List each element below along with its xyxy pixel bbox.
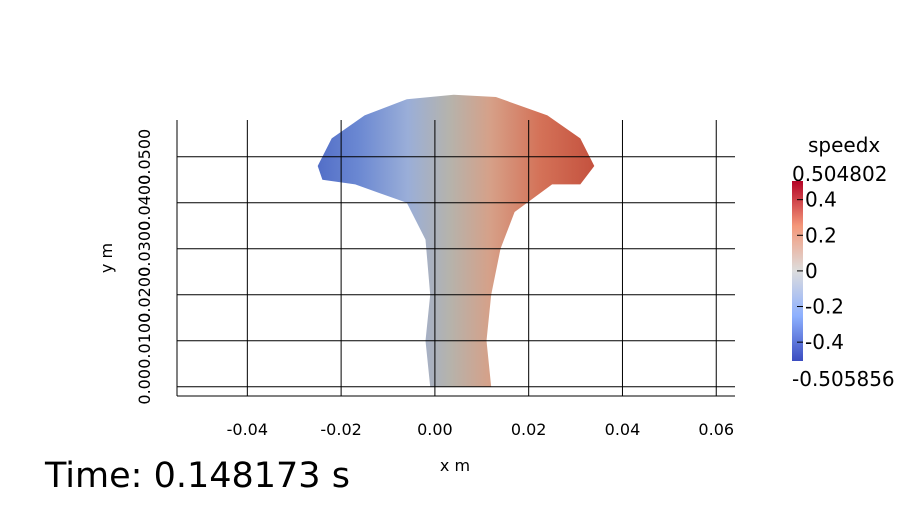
y-tick-label: 0.0200 — [135, 267, 154, 323]
y-tick-label: 0.0100 — [135, 313, 154, 369]
colorbar-title: speedx — [808, 133, 880, 157]
colorbar-tick-label: 0.4 — [805, 188, 837, 212]
y-tick-label: 0.0500 — [135, 129, 154, 185]
colorbar-tick-label: -0.4 — [805, 330, 844, 354]
colorbar-tick-label: 0.2 — [805, 223, 837, 247]
colorbar-tick-label: 0 — [805, 259, 818, 283]
y-tick-label: 0.0300 — [135, 221, 154, 277]
speedx-field-shape — [317, 94, 595, 387]
y-tick-label: 0.00 — [135, 369, 154, 405]
y-tick-label: 0.0400 — [135, 175, 154, 231]
x-tick-label: 0.04 — [605, 420, 641, 439]
time-annotation: Time: 0.148173 s — [45, 456, 350, 496]
y-axis-label: y m — [97, 243, 116, 273]
x-tick-label: 0.00 — [417, 420, 453, 439]
colorbar: speedx 0.504802 0.4 0.2 0 -0.2 -0.4 -0.50585… — [792, 133, 895, 391]
colorbar-tick-label: -0.2 — [805, 295, 844, 319]
x-axis-label: x m — [440, 456, 470, 475]
colorbar-max-label: 0.504802 — [792, 162, 887, 186]
x-tick-label: 0.02 — [511, 420, 547, 439]
x-tick-label: -0.04 — [227, 420, 268, 439]
colorbar-min-label: -0.505856 — [792, 367, 895, 391]
x-tick-label: -0.02 — [320, 420, 361, 439]
x-tick-label: 0.06 — [698, 420, 734, 439]
